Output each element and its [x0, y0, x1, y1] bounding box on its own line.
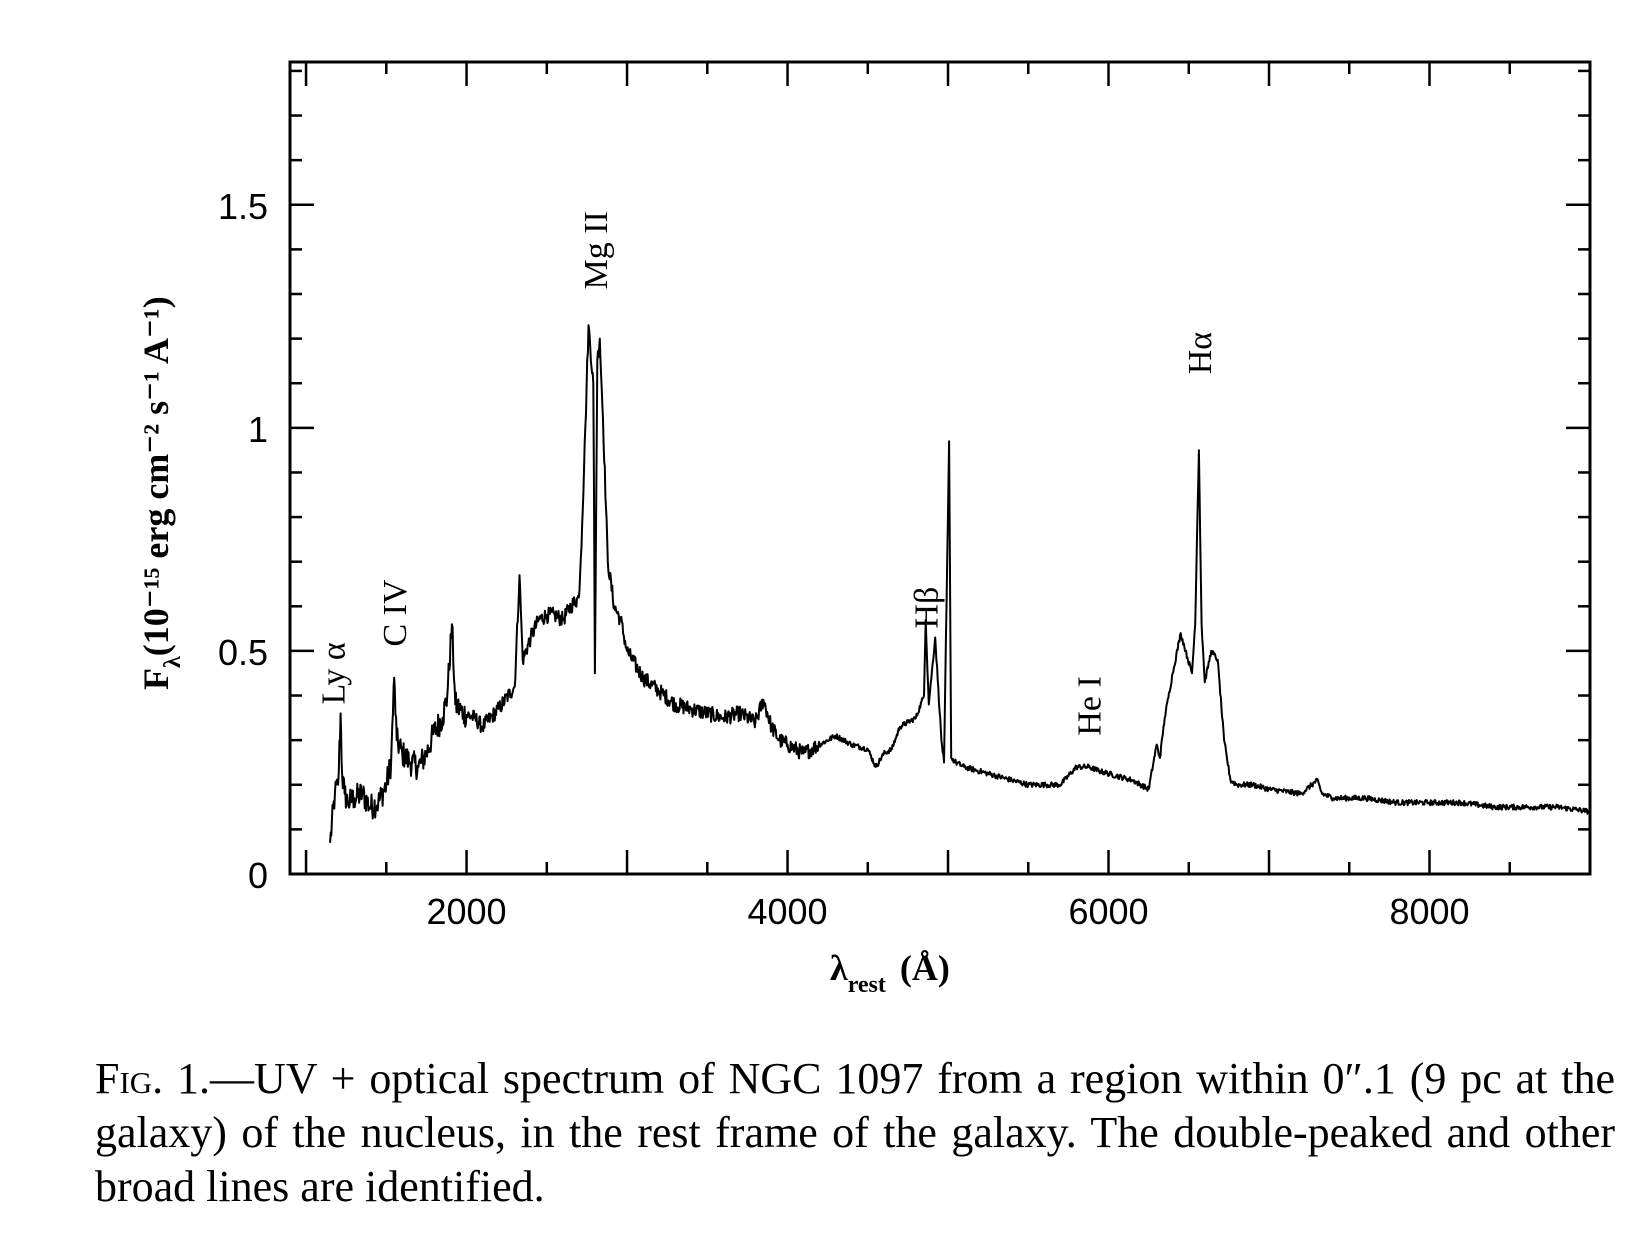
- figure-caption: Fig. 1.—UV + optical spectrum of NGC 109…: [95, 1052, 1615, 1214]
- line-label-c-iv: C IV: [377, 579, 414, 647]
- y-tick-label: 0.5: [218, 632, 268, 673]
- y-tick-label: 1.5: [218, 186, 268, 227]
- x-tick-label: 2000: [426, 891, 506, 932]
- x-tick-label: 4000: [747, 891, 827, 932]
- y-axis-title: Fλ(10⁻¹⁵ erg cm⁻² s⁻¹ A⁻¹): [136, 296, 186, 690]
- x-axis-title: λrest (Å): [830, 948, 950, 998]
- y-tick-label: 0: [248, 855, 268, 896]
- spectrum-figure: 2000 4000 6000 8000 0 0.5 1 1.5 Ly α C IV Mg II Hβ…: [136, 60, 1592, 998]
- plot-frame: [288, 60, 1592, 876]
- x-tick-label: 6000: [1068, 891, 1148, 932]
- tick-labels: 2000 4000 6000 8000 0 0.5 1 1.5: [218, 186, 1470, 932]
- line-annotations: Ly α C IV Mg II Hβ He I Hα: [316, 211, 1219, 736]
- caption-text: —UV + optical spectrum of NGC 1097 from …: [95, 1054, 1615, 1211]
- figure-label: Fig. 1.: [95, 1054, 211, 1103]
- line-label-hβ: Hβ: [909, 587, 946, 629]
- line-label-mg-ii: Mg II: [578, 211, 615, 289]
- line-label-he-i: He I: [1072, 676, 1109, 735]
- y-tick-label: 1: [248, 409, 268, 450]
- x-tick-label: 8000: [1389, 891, 1469, 932]
- spectrum-line: [329, 324, 1591, 843]
- line-label-hα: Hα: [1182, 332, 1219, 375]
- line-label-ly-α: Ly α: [316, 642, 353, 704]
- tick-marks: [290, 62, 1590, 876]
